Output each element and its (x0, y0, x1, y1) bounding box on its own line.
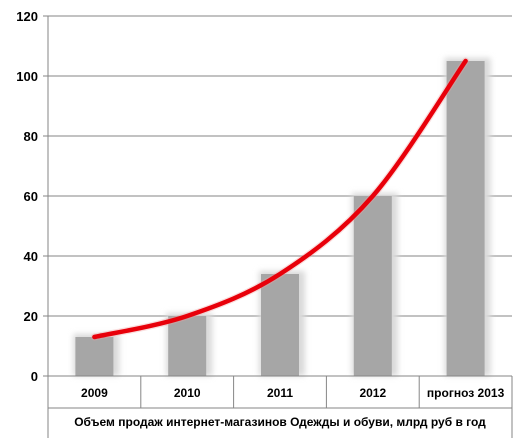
x-category-label-1: 2010 (174, 386, 201, 400)
y-tick-label-40: 40 (24, 249, 38, 264)
x-category-label-0: 2009 (81, 386, 108, 400)
x-category-label-4: прогноз 2013 (427, 386, 505, 400)
bar-2010 (168, 316, 207, 376)
y-tick-labels: 0 20 40 60 80 100 120 (16, 9, 38, 384)
trend-line-group (90, 57, 470, 341)
x-category-labels: 2009 2010 2011 2012 прогноз 2013 (81, 386, 505, 400)
bar-прогноз 2013 (446, 61, 485, 376)
y-tick-label-0: 0 (31, 369, 38, 384)
bar-2009 (75, 337, 114, 376)
gridlines (48, 15, 512, 317)
x-axis-caption: Объем продаж интернет-магазинов Одежды и… (74, 415, 486, 429)
x-category-label-3: 2012 (359, 386, 386, 400)
trend-line (92, 58, 468, 340)
y-tick-label-100: 100 (16, 69, 38, 84)
axes (43, 15, 513, 438)
y-tick-label-20: 20 (24, 309, 38, 324)
x-category-label-2: 2011 (267, 386, 293, 400)
bars (73, 58, 491, 376)
y-tick-label-80: 80 (24, 129, 38, 144)
bar-2012 (353, 196, 392, 376)
bar-2011 (261, 274, 299, 376)
y-tick-label-120: 120 (16, 9, 38, 24)
y-tick-label-60: 60 (24, 189, 38, 204)
